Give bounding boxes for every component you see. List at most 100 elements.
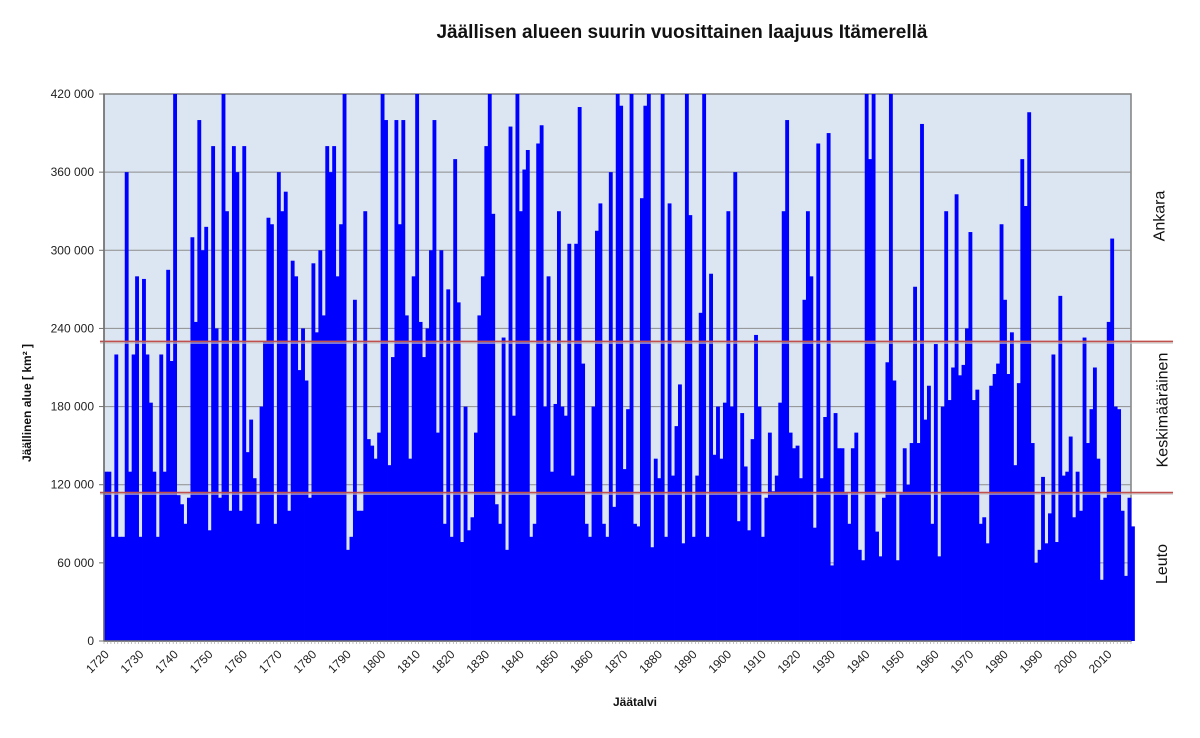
bar <box>318 250 323 642</box>
bar <box>263 341 267 641</box>
bar <box>373 458 378 641</box>
bar <box>252 478 257 641</box>
bar <box>301 328 305 641</box>
bar <box>857 549 862 641</box>
bar <box>1027 112 1032 642</box>
x-tick-label: 1780 <box>291 647 320 676</box>
bar <box>854 432 859 641</box>
bar <box>238 510 243 641</box>
bar <box>892 380 897 641</box>
x-tick-label: 1920 <box>775 647 804 676</box>
bar <box>221 94 226 641</box>
bar <box>940 406 945 641</box>
bar <box>214 328 219 641</box>
bar <box>166 269 171 641</box>
bar <box>138 536 143 641</box>
bar <box>1009 332 1014 641</box>
bar <box>563 415 568 641</box>
bar <box>231 146 236 641</box>
bar <box>671 475 675 641</box>
bar <box>608 172 613 641</box>
bar <box>1131 526 1135 641</box>
bar <box>359 510 364 641</box>
y-tick-label: 60 000 <box>57 556 94 570</box>
bar <box>297 370 302 641</box>
bar <box>622 469 627 641</box>
bar <box>110 536 115 641</box>
bar <box>1068 436 1073 641</box>
x-tick-label: 1970 <box>948 647 977 676</box>
bar <box>169 360 174 641</box>
bar <box>1054 542 1059 641</box>
bar <box>193 321 198 641</box>
bar <box>799 478 803 641</box>
x-tick-label: 1960 <box>913 647 942 676</box>
bar <box>1051 354 1056 641</box>
bar <box>346 549 350 641</box>
bar <box>218 497 222 641</box>
bar <box>491 213 496 641</box>
bar <box>266 217 271 642</box>
bar <box>394 120 399 642</box>
bar <box>958 375 962 641</box>
bar <box>249 419 254 641</box>
bar <box>142 278 146 641</box>
y-tick-label: 180 000 <box>51 400 95 414</box>
bar <box>1037 549 1042 641</box>
bar <box>550 471 554 641</box>
bar <box>840 448 845 641</box>
bar <box>474 432 478 641</box>
bar <box>902 448 907 641</box>
bar <box>843 492 848 641</box>
bar <box>190 237 195 641</box>
bar <box>823 416 828 641</box>
bar <box>619 105 624 642</box>
bar <box>1120 510 1125 641</box>
bar <box>463 406 468 641</box>
bar <box>830 565 835 641</box>
x-tick-label: 1890 <box>671 647 700 676</box>
bar <box>425 328 430 641</box>
x-tick-label: 1760 <box>221 647 250 676</box>
bar <box>850 448 855 641</box>
bar <box>135 276 139 641</box>
bar <box>470 517 475 641</box>
x-tick-label: 1790 <box>325 647 354 676</box>
bar <box>148 402 153 641</box>
threshold-lines <box>100 340 1173 496</box>
bar <box>681 543 686 641</box>
y-tick-label: 120 000 <box>51 478 95 492</box>
bar <box>895 560 900 641</box>
bar <box>1092 367 1097 641</box>
bar <box>750 439 755 641</box>
bar <box>636 526 641 641</box>
x-tick-label: 1850 <box>533 647 562 676</box>
bar <box>778 402 783 641</box>
bar <box>328 172 333 641</box>
bar <box>965 328 969 641</box>
bar <box>487 94 492 641</box>
bar <box>121 536 126 641</box>
bar <box>926 385 931 641</box>
bar <box>183 523 188 641</box>
bar <box>384 120 388 642</box>
bar <box>173 94 178 641</box>
bar <box>1034 562 1039 641</box>
x-tick-label: 1900 <box>705 647 734 676</box>
bar <box>944 211 949 641</box>
bar <box>882 497 886 641</box>
bar <box>532 523 537 641</box>
bar <box>868 159 873 641</box>
x-tick-label: 1740 <box>152 647 181 676</box>
bar <box>819 478 824 641</box>
bar <box>785 120 790 642</box>
bar <box>650 547 655 641</box>
bar <box>771 491 776 641</box>
bar <box>477 315 482 641</box>
bar <box>598 203 603 641</box>
bar <box>207 530 212 641</box>
x-axis: 1720 1730 1740 1750 1760 1770 1780 1790 1800 1810… <box>83 640 1132 676</box>
bar <box>743 466 748 641</box>
bar <box>377 432 382 641</box>
y-axis-label: Jäällinen alue [ km² ] <box>20 343 34 462</box>
